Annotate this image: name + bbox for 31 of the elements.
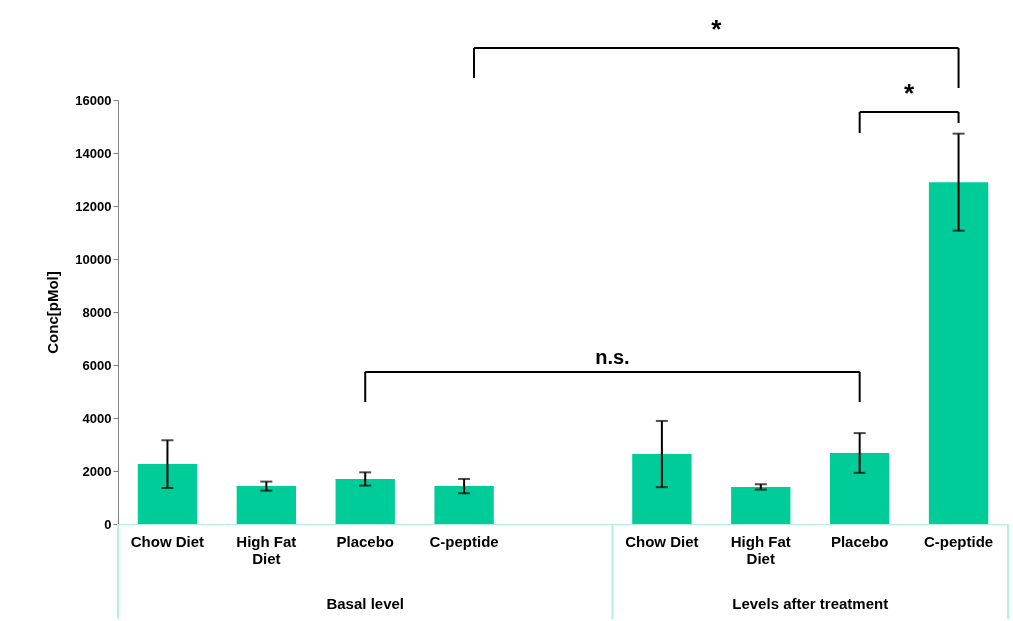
bar — [335, 478, 395, 524]
y-tick-label: 16000 — [75, 92, 112, 108]
y-tick-label: 4000 — [82, 410, 112, 426]
bar — [928, 182, 989, 524]
y-tick-label: 14000 — [75, 145, 112, 161]
y-axis-title: Conc[pMol] — [44, 271, 62, 354]
bar — [236, 486, 296, 524]
bar — [632, 454, 692, 524]
bar — [830, 452, 890, 524]
y-tick-label: 8000 — [82, 304, 112, 320]
x-tick-label: High Fat Diet — [730, 532, 791, 567]
y-tick-label: 12000 — [75, 198, 112, 214]
x-tick-label: Placebo — [336, 532, 394, 550]
text: Levels after treatment — [732, 595, 889, 612]
x-tick-label: Chow Diet — [130, 532, 205, 550]
bar — [434, 486, 494, 524]
y-tick-label: 10000 — [75, 251, 112, 267]
bar — [137, 464, 198, 524]
bar — [731, 486, 791, 524]
annotation: * — [904, 78, 916, 108]
x-tick-label: Placebo — [830, 532, 889, 550]
annotation: n.s. — [595, 346, 630, 368]
x-tick-label: C-peptide — [429, 532, 499, 550]
text: Basal level — [326, 595, 404, 612]
x-tick-label: Chow Diet — [625, 532, 699, 550]
x-tick-label: C-peptide — [923, 532, 994, 550]
y-tick-label: 2000 — [82, 463, 112, 479]
y-tick-label: 0 — [104, 516, 112, 532]
x-tick-label: High Fat Diet — [236, 532, 297, 567]
text: * — [711, 14, 723, 44]
y-tick-label: 6000 — [82, 357, 112, 373]
